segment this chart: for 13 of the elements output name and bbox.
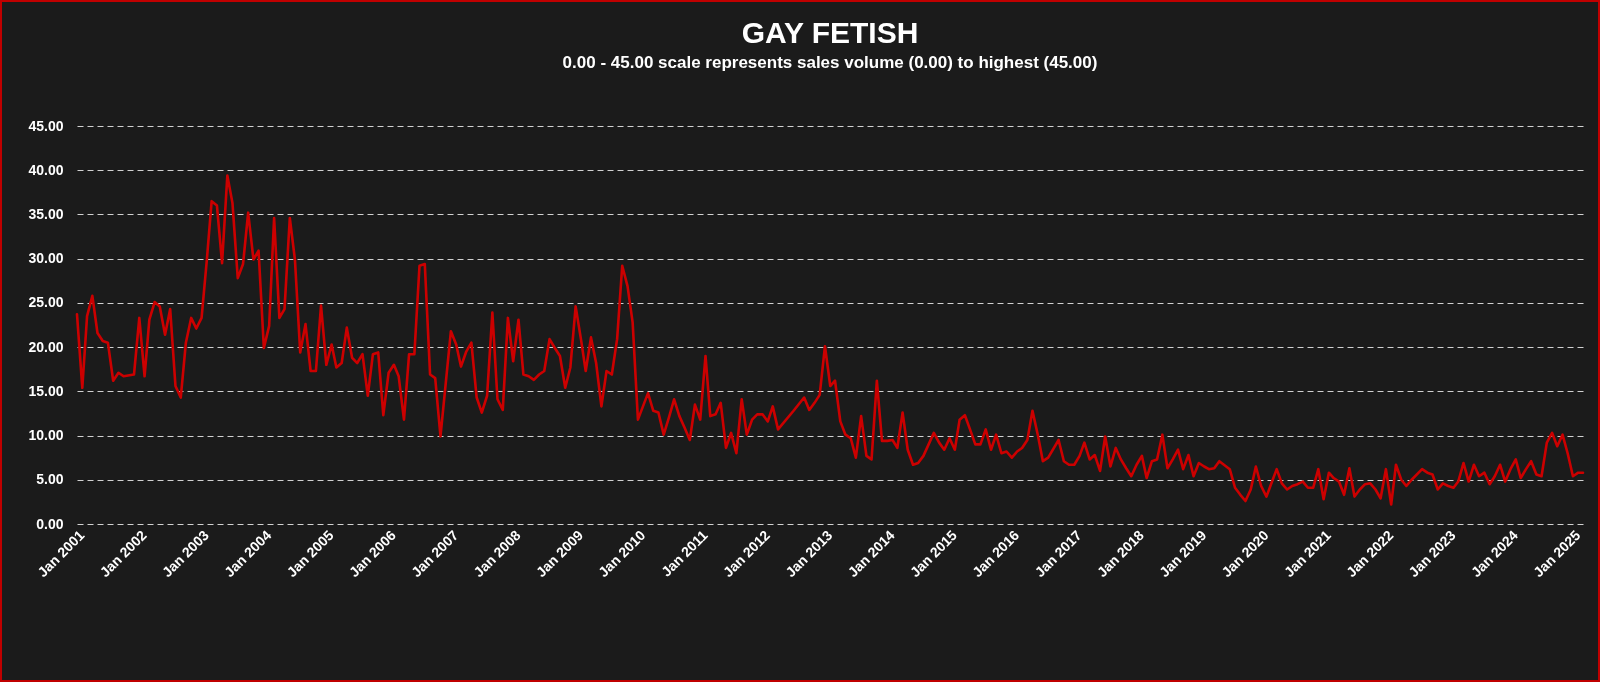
line-series	[75, 174, 1585, 506]
y-tick-label: 5.00	[36, 471, 64, 488]
y-tick-label: 10.00	[28, 427, 64, 444]
y-tick-label: 35.00	[28, 205, 64, 222]
y-tick-label: 0.00	[36, 515, 64, 532]
y-tick-label: 30.00	[28, 250, 64, 267]
y-tick-label: 15.00	[28, 382, 64, 399]
y-tick-label: 20.00	[28, 338, 64, 355]
chart-title: GAY FETISH	[741, 16, 919, 49]
y-tick-label: 45.00	[28, 117, 64, 134]
chart-subtitle: 0.00 - 45.00 scale represents sales volume (0.00) to highest (45.00)	[562, 53, 1098, 72]
y-tick-label: 25.00	[28, 294, 64, 311]
y-tick-label: 40.00	[28, 161, 64, 178]
